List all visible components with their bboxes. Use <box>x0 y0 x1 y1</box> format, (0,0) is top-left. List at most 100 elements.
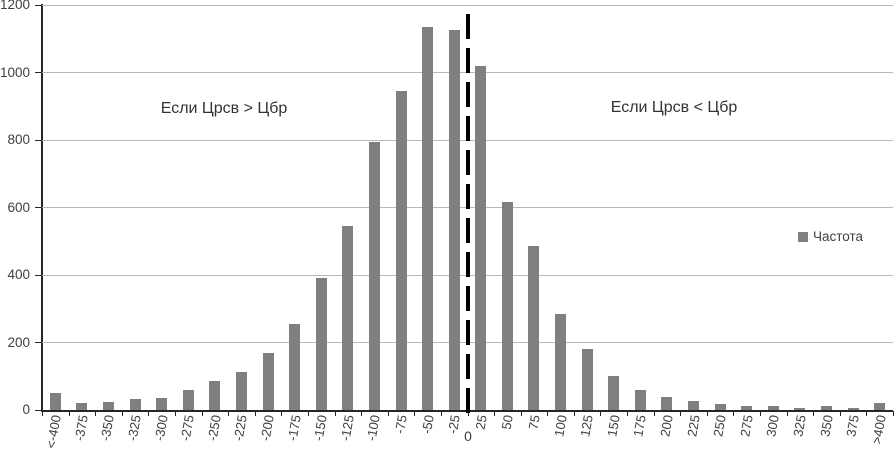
bar <box>102 401 114 410</box>
bar <box>767 405 779 410</box>
x-axis-tick <box>600 411 602 416</box>
x-axis-tick <box>573 411 575 416</box>
bar <box>422 26 434 410</box>
bar <box>342 226 354 410</box>
y-axis-tick-label: 400 <box>7 267 30 282</box>
x-axis-tick <box>174 411 176 416</box>
x-axis-tick-label: 175 <box>630 413 650 438</box>
y-axis-tick <box>35 139 42 141</box>
x-axis-tick-label: 50 <box>498 413 517 431</box>
bar <box>794 408 806 410</box>
x-axis-tick-label: -325 <box>124 413 144 443</box>
bar <box>209 381 221 410</box>
x-axis-tick <box>547 411 549 416</box>
bar <box>688 401 700 410</box>
x-axis-tick <box>627 411 629 416</box>
legend: Частота <box>798 229 863 244</box>
y-axis-tick-label: 200 <box>7 334 30 350</box>
x-axis-tick-label: -175 <box>284 413 304 443</box>
bar <box>235 372 247 410</box>
bar <box>501 202 513 410</box>
x-axis-tick <box>414 411 416 416</box>
annotation-right: Если Црсв < Цбр <box>610 99 738 116</box>
x-axis-tick <box>254 411 256 416</box>
bar <box>262 352 274 410</box>
x-axis-tick <box>440 411 442 416</box>
x-axis-tick <box>813 411 815 416</box>
gridline <box>42 4 893 6</box>
y-axis-tick <box>35 207 42 208</box>
x-axis-tick-label: 225 <box>683 413 703 438</box>
x-axis-tick <box>334 411 336 416</box>
x-axis-tick <box>786 411 788 416</box>
x-axis-tick-label: 150 <box>604 413 623 438</box>
x-axis-tick <box>95 411 97 416</box>
bar <box>289 323 301 410</box>
legend-swatch-icon <box>798 231 808 242</box>
x-axis-tick <box>866 411 868 416</box>
x-axis-tick-label: 275 <box>736 413 756 438</box>
bar <box>634 389 646 410</box>
x-axis-tick <box>361 411 363 416</box>
zero-reference-label: 0 <box>464 428 472 444</box>
x-axis-tick-label: -225 <box>230 413 251 443</box>
x-axis-tick <box>839 411 841 416</box>
x-axis-tick <box>281 411 283 416</box>
x-axis-tick <box>760 411 762 416</box>
x-axis-tick-label: 25 <box>472 413 490 431</box>
x-axis-tick <box>706 411 708 416</box>
x-axis-tick-label: 75 <box>525 413 543 431</box>
x-axis-tick <box>121 411 123 416</box>
x-axis-tick-label: -125 <box>337 413 357 443</box>
bar <box>608 376 620 410</box>
y-axis-tick-label: 0 <box>22 402 30 417</box>
annotation-left: Если Црсв > Цбр <box>160 100 288 117</box>
y-axis-tick <box>35 4 42 6</box>
zero-reference-line <box>465 14 470 421</box>
x-axis-tick-label: 100 <box>550 413 570 438</box>
y-axis-tick <box>35 409 42 411</box>
bar <box>49 393 61 410</box>
x-axis-tick <box>201 411 203 416</box>
x-axis-tick <box>733 411 735 416</box>
x-axis-tick-label: -300 <box>151 413 171 443</box>
bar <box>475 65 487 410</box>
bar <box>714 404 726 410</box>
legend-label: Частота <box>813 229 864 244</box>
bar <box>395 91 407 410</box>
x-axis-tick-label: -375 <box>71 413 91 443</box>
x-axis-tick-label: -25 <box>444 413 463 435</box>
y-axis-tick-label: 1200 <box>0 0 31 12</box>
y-axis-tick <box>35 274 42 276</box>
y-axis-tick <box>35 342 42 343</box>
x-axis-tick-label: 325 <box>790 413 809 438</box>
y-axis-tick <box>35 72 42 73</box>
x-axis-tick-label: -350 <box>97 413 118 443</box>
x-axis-tick-label: >400 <box>868 413 889 446</box>
x-axis-tick <box>148 411 150 416</box>
x-axis-tick <box>520 411 522 416</box>
x-axis-tick-label: 200 <box>657 413 676 438</box>
bar <box>581 349 593 410</box>
x-axis-tick <box>680 411 682 416</box>
bar <box>528 246 540 410</box>
bar <box>874 403 886 410</box>
bar <box>555 313 567 410</box>
x-axis-tick <box>307 411 309 416</box>
y-axis-tick-label: 1000 <box>0 64 31 80</box>
x-axis-tick-label: 125 <box>577 413 596 438</box>
x-axis-tick <box>68 411 70 416</box>
bar <box>368 141 380 410</box>
x-axis-tick <box>228 411 230 416</box>
x-axis-tick <box>42 411 43 416</box>
x-axis-tick-label: -50 <box>418 413 437 435</box>
x-axis-tick-label: -100 <box>363 413 384 443</box>
x-axis-tick-label: -200 <box>257 413 277 443</box>
bar <box>156 397 168 410</box>
bar <box>76 403 88 410</box>
bar <box>821 405 833 410</box>
x-axis-tick-label: -150 <box>310 413 331 443</box>
bar <box>315 278 327 410</box>
x-axis-tick-label: 375 <box>843 413 862 438</box>
